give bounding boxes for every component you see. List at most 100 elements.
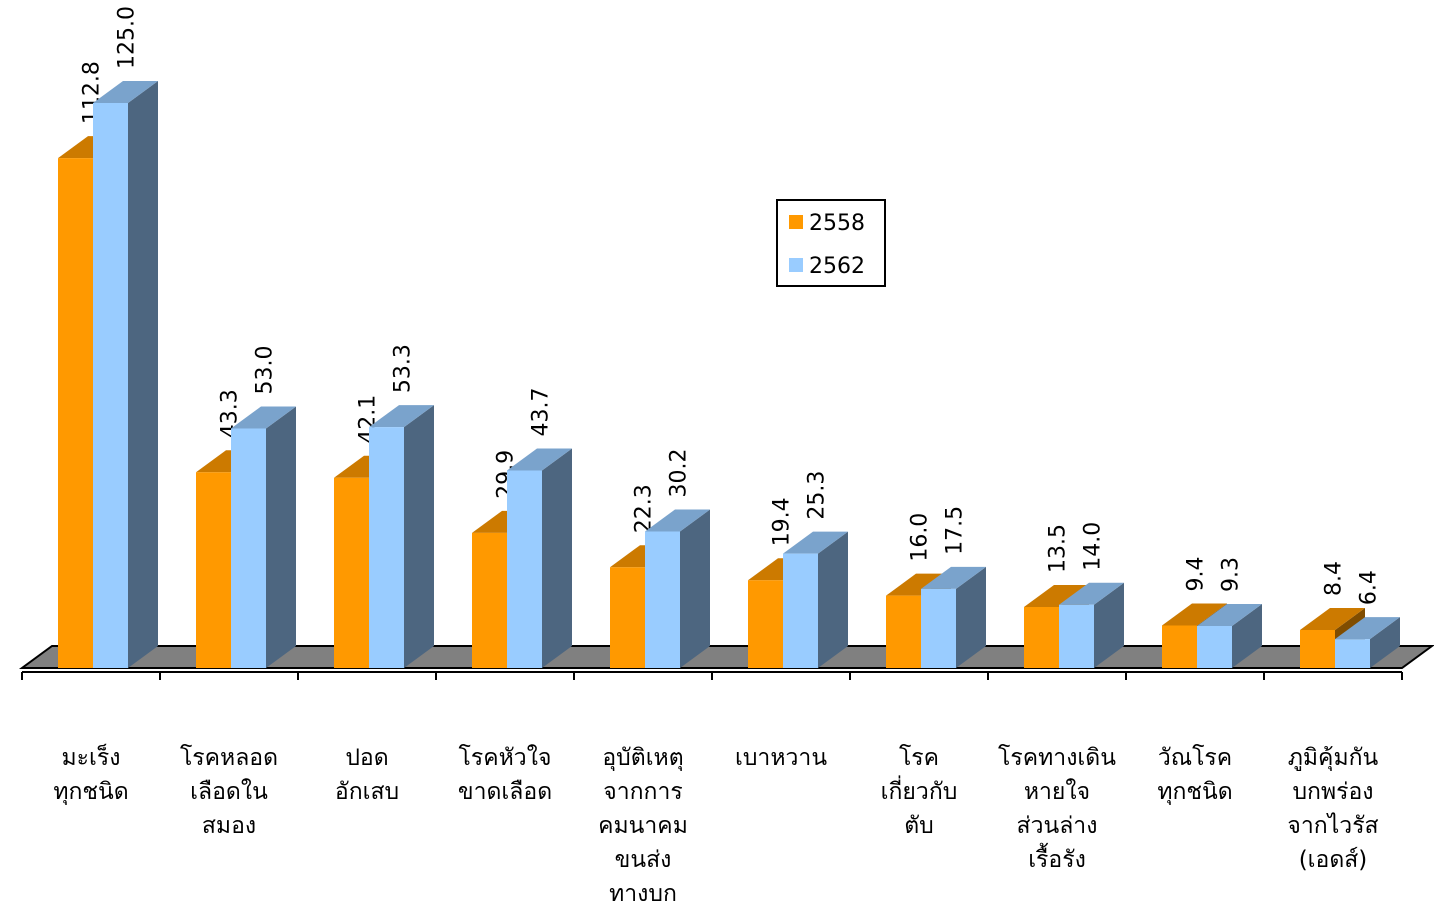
data-label: 13.5 (1046, 524, 1071, 573)
x-tick-label: ขาดเลือด (458, 779, 552, 805)
legend-label: 2562 (809, 254, 865, 279)
bar-face (334, 477, 369, 668)
bar-face (783, 553, 818, 668)
bar-face (266, 406, 296, 668)
legend-label: 2558 (809, 211, 865, 236)
bar-face (610, 567, 645, 668)
bar-face (58, 158, 93, 669)
bar-face (645, 509, 710, 532)
x-tick-label: หายใจ (1024, 778, 1090, 805)
x-tick-label: โรคหลอด (180, 744, 278, 771)
bar-face (542, 448, 572, 668)
bar-face (956, 566, 986, 668)
data-label: 53.0 (253, 345, 278, 394)
bar-face (128, 81, 158, 668)
bar-face (818, 531, 848, 668)
x-tick-label: เรื้อรัง (1028, 843, 1086, 873)
bar (921, 566, 986, 668)
bar-face (1300, 630, 1335, 668)
bar-face (93, 103, 128, 668)
data-label: 8.4 (1322, 561, 1347, 596)
data-label: 16.0 (908, 513, 933, 562)
data-label: 19.4 (770, 497, 795, 546)
data-label: 9.4 (1184, 557, 1209, 592)
x-tick-label: เบาหวาน (735, 745, 827, 771)
x-tick-label: ภูมิคุ้มกัน (1288, 745, 1379, 771)
x-tick-label: โรค (899, 744, 939, 771)
x-tick-label: ปอด (345, 745, 388, 771)
bar-face (369, 427, 404, 668)
bar-face (472, 532, 507, 668)
bar-face (1024, 606, 1059, 668)
bar (231, 406, 296, 668)
x-tick-label: ตับ (904, 813, 934, 839)
bar (1197, 603, 1262, 668)
x-tick-label: ทุกชนิด (53, 779, 128, 805)
bar (645, 509, 710, 668)
legend-swatch (789, 215, 803, 229)
bar (93, 81, 158, 668)
bar-face (196, 472, 231, 668)
x-tick-label: เลือดใน (190, 778, 268, 805)
bar (507, 448, 572, 668)
x-tick-label: ขนส่ง (615, 847, 672, 873)
bar-face (1197, 603, 1262, 626)
legend-swatch (789, 258, 803, 272)
data-label: 9.3 (1219, 557, 1244, 592)
x-tick-label: สมอง (202, 813, 256, 839)
bar-face (1197, 625, 1232, 668)
bar (369, 405, 434, 668)
x-tick-label: โรคทางเดิน (998, 744, 1116, 771)
data-label: 14.0 (1081, 522, 1106, 571)
bar-face (645, 531, 680, 668)
bar-face (1335, 639, 1370, 668)
data-label: 125.0 (115, 6, 140, 69)
bar (783, 531, 848, 668)
bar-face (921, 588, 956, 668)
x-tick-label: ส่วนล่าง (1017, 813, 1098, 839)
data-label: 43.7 (529, 387, 554, 436)
x-tick-label: มะเร็ง (62, 742, 121, 771)
x-tick-label: คมนาคม (598, 813, 688, 839)
x-tick-label: อุบัติเหตุ (602, 745, 683, 771)
bar-face (1059, 604, 1094, 668)
x-tick-label: จากไวรัส (1287, 812, 1378, 839)
bar-face (93, 81, 158, 103)
bar-face (404, 405, 434, 668)
bar-face (680, 509, 710, 668)
bar-face (369, 405, 434, 428)
bar-face (1162, 625, 1197, 668)
bar-face (1162, 603, 1227, 626)
bar-face (231, 428, 266, 668)
data-label: 25.3 (805, 471, 830, 520)
bar-face (231, 406, 296, 429)
bar-face (1094, 582, 1124, 668)
x-tick-label: โรคหัวใจ (459, 744, 552, 771)
x-tick-label: (เอดส์) (1299, 846, 1368, 873)
data-label: 30.2 (667, 449, 692, 498)
bar-face (783, 531, 848, 554)
x-tick-label: จากการ (603, 779, 683, 805)
x-tick-label: ทางบก (609, 881, 677, 907)
bar (1059, 582, 1124, 668)
bar-face (507, 470, 542, 668)
bar-face (886, 595, 921, 668)
bar-face (1335, 617, 1400, 640)
bar-face (507, 448, 572, 471)
x-tick-label: วัณโรค (1158, 744, 1232, 771)
data-label: 6.4 (1357, 570, 1382, 605)
x-tick-label: ทุกชนิด (1157, 779, 1232, 805)
bar-face (1370, 617, 1400, 668)
bar-face (1024, 584, 1089, 607)
bar-face (1300, 608, 1365, 631)
x-tick-label: อักเสบ (335, 779, 399, 805)
data-label: 53.3 (391, 344, 416, 393)
bar-face (748, 580, 783, 668)
data-label: 17.5 (943, 506, 968, 555)
bar-face (921, 566, 986, 589)
bar-face (1232, 603, 1262, 668)
bar-face (1059, 582, 1124, 605)
bar (1335, 617, 1400, 668)
x-tick-label: เกี่ยวกับ (881, 775, 958, 805)
